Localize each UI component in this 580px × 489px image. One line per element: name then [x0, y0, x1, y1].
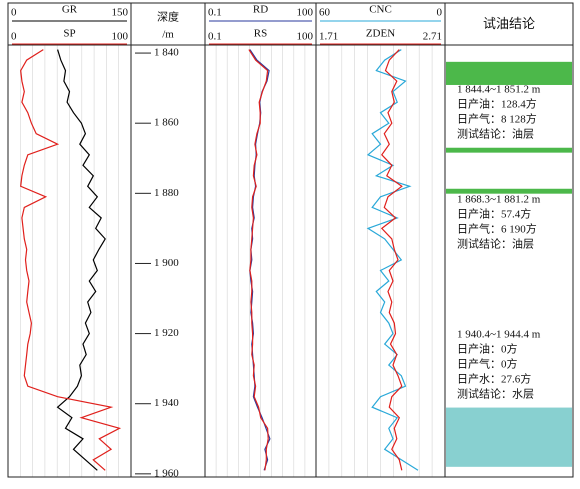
scale-max: 100 [297, 31, 314, 43]
curve-name: RS [254, 28, 267, 40]
test-zone [446, 188, 572, 194]
depth-tick-label: 1 940 [154, 397, 179, 409]
test-zone [446, 61, 572, 85]
scale-min: 60 [319, 7, 331, 19]
test-note: 测试结论：水层 [457, 387, 534, 401]
log-curve [56, 49, 106, 471]
log-curve [248, 49, 269, 471]
curve-name: CNC [369, 4, 392, 16]
test-note: 日产气：8 128方 [457, 112, 537, 126]
scale-min: 1.71 [319, 31, 338, 43]
curve-name: RD [253, 4, 268, 16]
conclusion-title: 试油结论 [483, 16, 535, 31]
test-note: 1 868.3~1 881.2 m [457, 194, 541, 206]
scale-max: 100 [112, 31, 129, 43]
test-note: 测试结论：油层 [457, 237, 534, 251]
log-curve [380, 49, 403, 471]
curve-name: SP [63, 28, 75, 40]
log-curve [366, 49, 419, 471]
depth-tick-label: 1 880 [154, 187, 179, 199]
test-note: 日产水：27.6方 [457, 372, 531, 386]
test-note: 日产油：0方 [457, 342, 518, 356]
scale-min: 0.1 [208, 31, 222, 43]
depth-tick-label: 1 840 [154, 47, 179, 59]
scale-min: 0 [11, 7, 17, 19]
test-zone [446, 407, 572, 467]
scale-max: 150 [112, 7, 129, 19]
depth-tick-label: 1 900 [154, 257, 179, 269]
frame [7, 2, 574, 478]
test-note: 1 940.4~1 944.4 m [457, 329, 541, 341]
depth-tick-label: 1 860 [154, 117, 179, 129]
depth-tick-label: 1 920 [154, 327, 179, 339]
test-note: 日产油：57.4方 [457, 207, 531, 221]
scale-max: 100 [297, 7, 314, 19]
depth-title: 深度 [157, 10, 179, 24]
scale-min: 0 [11, 31, 17, 43]
depth-tick-label: 1 960 [154, 467, 179, 479]
test-note: 日产油：128.4方 [457, 97, 537, 111]
scale-min: 0.1 [208, 7, 222, 19]
test-note: 1 844.4~1 851.2 m [457, 84, 541, 96]
test-note: 测试结论：油层 [457, 127, 534, 141]
curve-name: ZDEN [366, 28, 395, 40]
test-zone [446, 147, 572, 153]
depth-unit: /m [162, 29, 174, 41]
scale-max: 2.71 [423, 31, 442, 43]
test-note: 日产气：6 190方 [457, 222, 537, 236]
log-curve [20, 49, 122, 471]
test-note: 日产气：0方 [457, 357, 518, 371]
scale-max: 0 [437, 7, 443, 19]
curve-name: GR [62, 4, 78, 16]
